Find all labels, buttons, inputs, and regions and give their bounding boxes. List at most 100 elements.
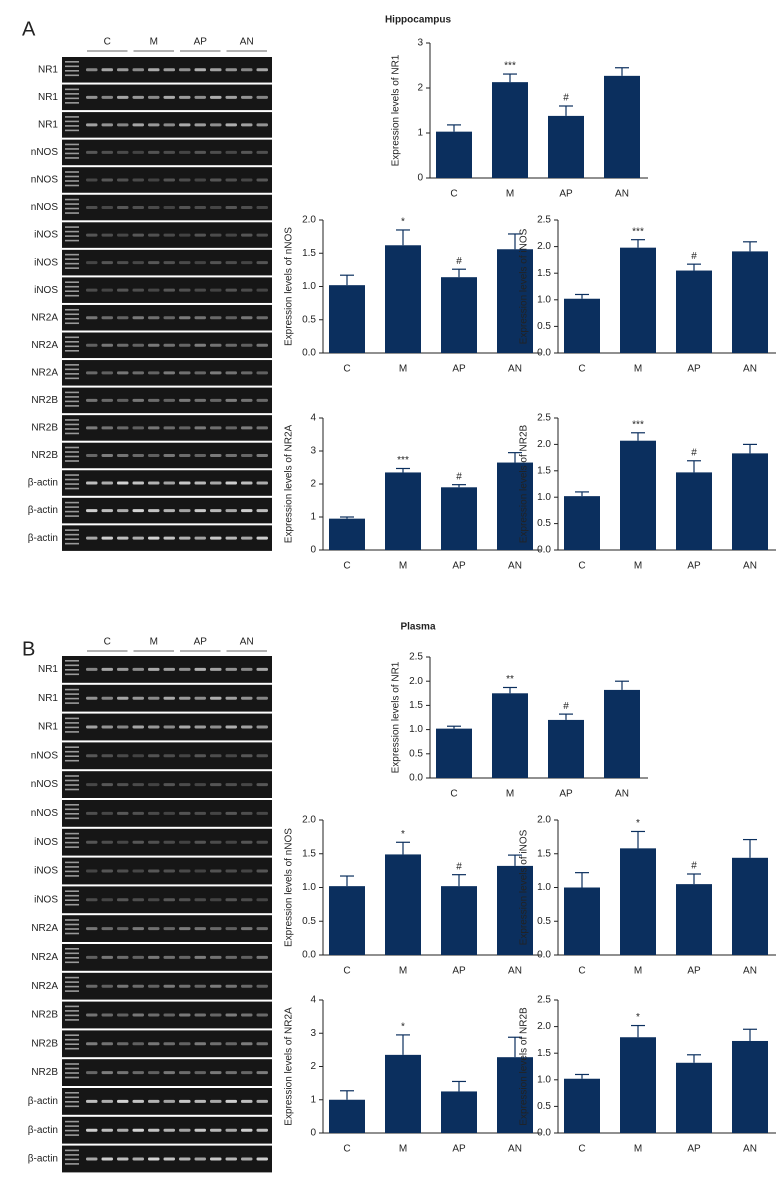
bar	[385, 472, 421, 550]
gel-band	[179, 288, 191, 292]
y-tick-label: 2.5	[409, 652, 423, 663]
gel-band	[241, 927, 253, 931]
gel-band	[225, 1071, 237, 1075]
gel-band	[101, 1013, 113, 1017]
gel-lane-label: NR2A	[31, 312, 58, 323]
x-tick-label: C	[578, 561, 585, 572]
gel-band	[132, 316, 144, 320]
gel-band	[132, 955, 144, 959]
x-tick-label: AN	[743, 1144, 757, 1155]
y-tick-label: 1.0	[409, 724, 423, 735]
gel-band	[117, 95, 129, 99]
significance-mark: #	[456, 256, 462, 267]
gel-band	[179, 123, 191, 127]
bar	[436, 728, 472, 778]
ladder-band	[65, 1010, 79, 1012]
gel-band	[101, 754, 113, 758]
gel-band	[256, 233, 268, 237]
gel-band	[101, 840, 113, 844]
ladder-band	[65, 866, 79, 868]
y-tick-label: 2.0	[537, 815, 551, 826]
x-tick-label: M	[399, 966, 407, 977]
y-tick-label: 0.5	[537, 518, 551, 529]
gel-band	[86, 1013, 98, 1017]
gel-band	[179, 509, 191, 513]
gel-band	[163, 206, 175, 210]
y-tick-label: 2.0	[409, 676, 423, 687]
x-tick-label: C	[578, 1144, 585, 1155]
ladder-band	[65, 501, 79, 504]
x-tick-label: M	[634, 1144, 642, 1155]
gel-band	[210, 123, 222, 127]
ladder-band	[65, 510, 79, 513]
ladder-band	[65, 423, 79, 426]
gel-band	[101, 536, 113, 540]
gel-band	[163, 343, 175, 347]
y-axis-label: Expression levels of NR2A	[284, 1007, 295, 1126]
x-tick-label: M	[634, 966, 642, 977]
ladder-band	[65, 688, 79, 691]
y-tick-label: 0	[310, 1128, 316, 1139]
gel-band	[132, 898, 144, 902]
gel-band	[194, 667, 206, 671]
gel-band	[163, 840, 175, 844]
gel-band	[117, 1099, 129, 1103]
ladder-band	[65, 152, 79, 155]
gel-band	[101, 1099, 113, 1103]
gel-band	[210, 509, 222, 513]
gel-band	[101, 371, 113, 375]
gel-band	[148, 783, 160, 787]
bar	[620, 440, 656, 550]
y-tick-label: 0.0	[537, 1128, 551, 1139]
gel-band	[210, 453, 222, 457]
x-tick-label: M	[506, 789, 514, 800]
bar	[441, 886, 477, 955]
x-tick-label: C	[343, 1144, 350, 1155]
gel-band	[210, 261, 222, 265]
gel-band	[210, 288, 222, 292]
gel-band	[256, 68, 268, 72]
gel-band	[148, 95, 160, 99]
gel-band	[148, 398, 160, 402]
ladder-band	[65, 294, 79, 297]
gel-band	[148, 288, 160, 292]
gel-band	[132, 288, 144, 292]
bar	[676, 1062, 712, 1133]
y-tick-label: 2.5	[537, 215, 551, 226]
x-tick-label: AP	[452, 561, 466, 572]
gel-band	[241, 261, 253, 265]
gel-band	[210, 1071, 222, 1075]
gel-band	[132, 481, 144, 485]
gel-band	[194, 1013, 206, 1017]
gel-band	[148, 123, 160, 127]
gel-band	[163, 68, 175, 72]
gel-lane-label: NR2B	[31, 450, 58, 461]
gel-band	[163, 811, 175, 815]
gel-group-label: AN	[240, 637, 254, 648]
gel-band	[117, 898, 129, 902]
gel-band	[101, 453, 113, 457]
ladder-band	[65, 1072, 79, 1074]
gel-band	[241, 316, 253, 320]
gel-band	[256, 1042, 268, 1046]
gel-band	[241, 371, 253, 375]
bar	[732, 453, 768, 550]
gel-band	[117, 1042, 129, 1046]
y-tick-label: 0.5	[537, 321, 551, 332]
y-tick-label: 0	[310, 545, 316, 556]
gel-band	[86, 371, 98, 375]
gel-band	[225, 68, 237, 72]
ladder-band	[65, 230, 79, 233]
gel-band	[163, 898, 175, 902]
gel-band	[101, 725, 113, 729]
gel-lane-label: iNOS	[34, 285, 58, 296]
bar	[441, 487, 477, 550]
gel-band	[210, 1128, 222, 1132]
gel-band	[101, 343, 113, 347]
gel-band	[101, 95, 113, 99]
y-tick-label: 1.5	[537, 268, 551, 279]
y-tick-label: 3	[310, 446, 316, 457]
ladder-band	[65, 804, 79, 806]
gel-band	[210, 343, 222, 347]
